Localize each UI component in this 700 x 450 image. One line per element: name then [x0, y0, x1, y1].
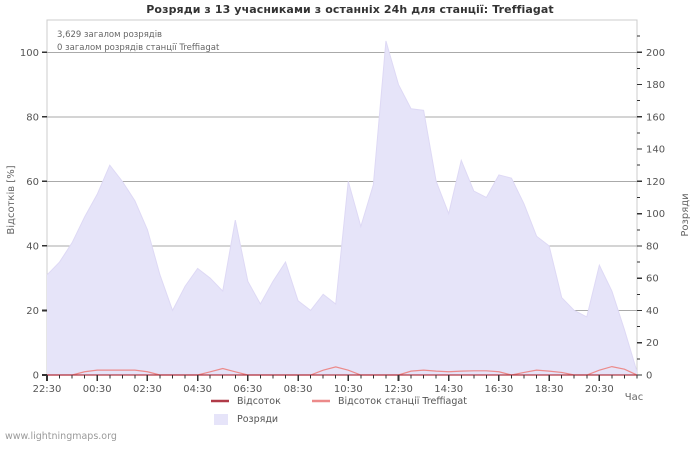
x-axis-tick-label: 06:30: [233, 384, 262, 395]
x-axis: 22:30 00:30 02:30 04:30 06:30 08:30 10:30 12:30…: [33, 375, 638, 395]
left-axis: 0 20 40 60 80 100: [20, 48, 47, 382]
annotation-block: 3,629 загалом розрядів 0 загалом розрядів…: [57, 30, 220, 53]
x-axis-tick-label: 02:30: [133, 384, 162, 395]
x-axis-tick-label: 18:30: [535, 384, 564, 395]
left-axis-tick-label: 100: [20, 48, 39, 59]
x-axis-tick-label: 14:30: [434, 384, 463, 395]
right-axis-tick-label: 120: [646, 177, 665, 188]
x-axis-label: Час: [625, 392, 643, 403]
discharges-area-series: [46, 40, 638, 375]
x-axis-tick-label: 00:30: [83, 384, 112, 395]
chart-legend: Відсоток Відсоток станції Treffiagat Розря…: [211, 396, 467, 425]
right-axis-tick-label: 60: [646, 274, 659, 285]
right-axis-tick-label: 180: [646, 80, 665, 91]
legend-label: Розряди: [237, 414, 278, 425]
discharges-area-fill: [47, 40, 637, 375]
x-axis-tick-label: 10:30: [334, 384, 363, 395]
legend-label: Відсоток: [237, 396, 281, 407]
annotation-line: 0 загалом розрядів станції Treffiagat: [57, 43, 220, 53]
right-axis: 0 20 40 60 80 100 120 140 160 180 200: [637, 35, 665, 382]
right-axis-tick-label: 0: [646, 371, 652, 382]
x-axis-tick-label: 04:30: [183, 384, 212, 395]
chart-title: Розряди з 13 учасниками з останніх 24h д…: [146, 3, 554, 16]
discharges-area-outline: [46, 40, 638, 372]
left-axis-tick-label: 20: [26, 306, 39, 317]
x-axis-tick-label: 22:30: [33, 384, 62, 395]
right-axis-tick-label: 80: [646, 241, 659, 252]
right-axis-tick-label: 100: [646, 209, 665, 220]
watermark-label: www.lightningmaps.org: [5, 431, 117, 442]
right-axis-tick-label: 200: [646, 48, 665, 59]
left-axis-tick-label: 80: [26, 112, 39, 123]
right-axis-tick-label: 40: [646, 306, 659, 317]
legend-label: Відсоток станції Treffiagat: [338, 396, 467, 407]
right-axis-tick-label: 140: [646, 145, 665, 156]
left-axis-label: Відсотків [%]: [5, 165, 17, 234]
left-axis-tick-label: 0: [33, 371, 39, 382]
left-axis-tick-label: 40: [26, 241, 39, 252]
right-axis-label: Розряди: [680, 193, 691, 236]
right-axis-tick-label: 20: [646, 338, 659, 349]
right-axis-tick-label: 160: [646, 112, 665, 123]
x-axis-tick-label: 16:30: [485, 384, 514, 395]
x-axis-tick-label: 12:30: [384, 384, 413, 395]
station-percent-line: [47, 365, 638, 376]
x-axis-tick-label: 08:30: [284, 384, 313, 395]
left-axis-tick-label: 60: [26, 177, 39, 188]
station-percent-line-series: [47, 365, 638, 376]
x-axis-tick-label: 20:30: [585, 384, 614, 395]
legend-swatch: [214, 414, 228, 425]
annotation-line: 3,629 загалом розрядів: [57, 30, 162, 40]
